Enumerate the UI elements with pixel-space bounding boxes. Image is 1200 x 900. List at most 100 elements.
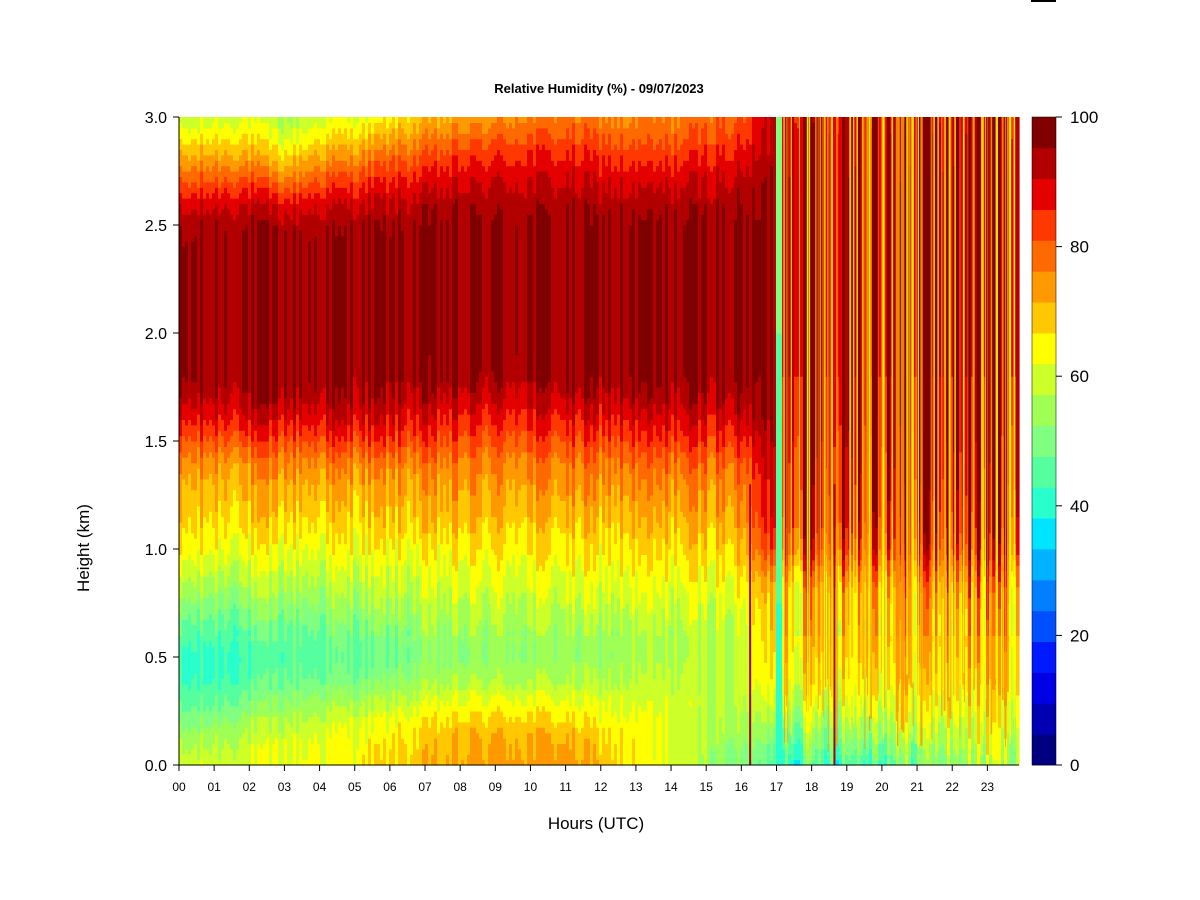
- heatmap-cell: [224, 219, 228, 226]
- heatmap-cell: [209, 732, 213, 739]
- heatmap-cell: [191, 743, 195, 750]
- heatmap-cell: [203, 122, 207, 129]
- heatmap-cell: [212, 446, 216, 453]
- heatmap-cell: [221, 176, 225, 183]
- heatmap-cell: [221, 743, 225, 750]
- heatmap-cell: [227, 754, 231, 761]
- heatmap-cell: [212, 559, 216, 566]
- heatmap-cell: [197, 208, 201, 215]
- heatmap-cell: [203, 198, 207, 204]
- heatmap-cell: [182, 462, 186, 469]
- heatmap-cell: [182, 511, 186, 518]
- heatmap-cell: [212, 127, 216, 134]
- heatmap-cell: [185, 149, 189, 156]
- heatmap-cell: [224, 592, 228, 599]
- heatmap-cell: [188, 640, 192, 647]
- heatmap-cell: [182, 268, 186, 275]
- heatmap-cell: [194, 538, 198, 545]
- heatmap-cell: [218, 462, 222, 469]
- heatmap-cell: [209, 694, 213, 701]
- heatmap-cell: [224, 624, 228, 631]
- heatmap-cell: [179, 370, 183, 377]
- heatmap-cell: [194, 257, 198, 264]
- heatmap-cell: [203, 727, 207, 734]
- heatmap-cell: [197, 505, 201, 512]
- heatmap-cell: [182, 144, 186, 150]
- heatmap-cell: [191, 651, 195, 658]
- heatmap-cell: [182, 289, 186, 296]
- heatmap-cell: [212, 430, 216, 437]
- heatmap-cell: [212, 246, 216, 253]
- heatmap-cell: [194, 716, 198, 723]
- heatmap-cell: [185, 392, 189, 399]
- heatmap-cell: [221, 333, 225, 339]
- heatmap-cell: [215, 279, 219, 285]
- heatmap-cell: [227, 721, 231, 728]
- heatmap-cell: [218, 354, 222, 361]
- heatmap-cell: [191, 532, 195, 539]
- heatmap-cell: [206, 457, 210, 464]
- heatmap-cell: [185, 727, 189, 734]
- heatmap-cell: [224, 214, 228, 221]
- heatmap-cell: [221, 262, 225, 269]
- heatmap-cell: [197, 527, 201, 534]
- heatmap-cell: [191, 381, 195, 388]
- heatmap-cell: [179, 462, 183, 469]
- heatmap-cell: [230, 705, 234, 712]
- heatmap-cell: [185, 144, 189, 150]
- heatmap-cell: [218, 122, 222, 129]
- heatmap-cell: [191, 608, 195, 615]
- heatmap-cell: [227, 343, 231, 350]
- heatmap-cell: [203, 257, 207, 264]
- heatmap-cell: [179, 527, 183, 534]
- heatmap-cell: [185, 419, 189, 426]
- heatmap-cell: [179, 203, 183, 210]
- heatmap-cell: [209, 354, 213, 361]
- heatmap-cell: [191, 538, 195, 545]
- heatmap-cell: [200, 532, 204, 539]
- heatmap-cell: [182, 430, 186, 437]
- heatmap-cell: [218, 613, 222, 620]
- heatmap-cell: [212, 268, 216, 275]
- heatmap-cell: [209, 705, 213, 712]
- heatmap-cell: [221, 160, 225, 167]
- heatmap-cell: [212, 306, 216, 312]
- heatmap-cell: [182, 381, 186, 388]
- heatmap-cell: [185, 343, 189, 350]
- heatmap-cell: [221, 522, 225, 528]
- heatmap-cell: [185, 608, 189, 615]
- heatmap-cell: [206, 268, 210, 275]
- heatmap-cell: [224, 133, 228, 140]
- heatmap-cell: [230, 549, 234, 555]
- heatmap-cell: [185, 651, 189, 658]
- heatmap-cell: [182, 225, 186, 231]
- heatmap-cell: [212, 343, 216, 350]
- heatmap-cell: [185, 338, 189, 345]
- heatmap-cell: [188, 295, 192, 302]
- heatmap-cell: [221, 532, 225, 539]
- heatmap-cell: [209, 538, 213, 545]
- heatmap-cell: [197, 392, 201, 399]
- heatmap-cell: [185, 252, 189, 258]
- heatmap-cell: [179, 678, 183, 685]
- heatmap-cell: [206, 117, 210, 123]
- heatmap-cell: [185, 613, 189, 620]
- heatmap-cell: [182, 316, 186, 323]
- heatmap-cell: [200, 365, 204, 372]
- heatmap-cell: [194, 689, 198, 696]
- heatmap-cell: [179, 468, 183, 474]
- heatmap-cell: [230, 613, 234, 620]
- heatmap-cell: [191, 343, 195, 350]
- heatmap-cell: [227, 295, 231, 302]
- heatmap-cell: [212, 716, 216, 723]
- heatmap-cell: [221, 538, 225, 545]
- heatmap-cell: [206, 165, 210, 172]
- heatmap-cell: [206, 322, 210, 329]
- heatmap-cell: [197, 451, 201, 458]
- heatmap-cell: [200, 716, 204, 723]
- heatmap-cell: [209, 160, 213, 167]
- heatmap-cell: [194, 565, 198, 572]
- heatmap-cell: [179, 640, 183, 647]
- heatmap-cell: [224, 343, 228, 350]
- heatmap-cell: [212, 565, 216, 572]
